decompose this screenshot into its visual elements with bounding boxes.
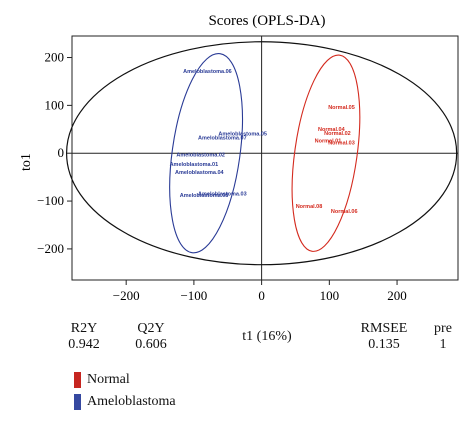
chart-title: Scores (OPLS-DA) xyxy=(208,13,325,29)
point-label-ameloblastoma: Ameloblastoma.08 xyxy=(180,193,229,199)
x-tick-label: −100 xyxy=(180,288,207,303)
x-axis-label: t1 (16%) xyxy=(242,329,292,344)
point-label-normal: Normal.03 xyxy=(328,141,355,147)
rmsee-value: 0.135 xyxy=(368,337,400,352)
y-tick-label: 100 xyxy=(45,97,65,112)
q2y-stat: Q2Y 0.606 xyxy=(126,321,176,353)
point-label-normal: Normal.06 xyxy=(331,209,358,215)
rmsee-stat: RMSEE 0.135 xyxy=(356,321,412,353)
point-label-normal: Normal.08 xyxy=(296,204,323,210)
pre-stat: pre 1 xyxy=(426,321,460,353)
ameloblastoma-group-ellipse xyxy=(169,53,243,254)
y-tick-label: −200 xyxy=(37,241,64,256)
y-tick-label: 200 xyxy=(45,50,65,65)
legend-swatch-normal xyxy=(74,372,81,388)
legend: Normal Ameloblastoma xyxy=(74,370,176,414)
point-label-ameloblastoma: Ameloblastoma.04 xyxy=(175,170,225,176)
point-label-normal: Normal.01 xyxy=(315,139,342,145)
x-tick-label: 100 xyxy=(320,288,340,303)
point-label-ameloblastoma: Ameloblastoma.01 xyxy=(170,162,219,168)
pre-label: pre xyxy=(434,321,452,336)
legend-item-normal: Normal xyxy=(74,370,176,390)
point-label-ameloblastoma: Ameloblastoma.06 xyxy=(183,69,232,75)
q2y-value: 0.606 xyxy=(135,337,167,352)
point-label-ameloblastoma: Ameloblastoma.05 xyxy=(218,132,267,138)
legend-label-normal: Normal xyxy=(87,372,130,387)
point-label-normal: Normal.05 xyxy=(328,105,355,111)
legend-swatch-ameloblastoma xyxy=(74,394,81,410)
legend-label-ameloblastoma: Ameloblastoma xyxy=(87,394,176,409)
pre-value: 1 xyxy=(439,337,447,352)
hotelling-t2-ellipse xyxy=(65,41,458,266)
plot-frame xyxy=(71,35,459,281)
x-tick-label: 200 xyxy=(387,288,407,303)
point-label-normal: Normal.04 xyxy=(318,127,346,133)
x-tick-label: 0 xyxy=(258,288,265,303)
r2y-value: 0.942 xyxy=(68,337,100,352)
x-axis-label-block: t1 (16%) xyxy=(232,329,302,345)
point-label-normal: Normal.02 xyxy=(324,131,351,137)
r2y-label: R2Y xyxy=(70,321,98,336)
x-tick-label: −200 xyxy=(113,288,140,303)
y-tick-label: −100 xyxy=(37,193,64,208)
point-label-ameloblastoma: Ameloblastoma.03 xyxy=(198,191,247,197)
y-tick-label: 0 xyxy=(58,145,65,160)
point-label-ameloblastoma: Ameloblastoma.07 xyxy=(198,135,247,141)
legend-item-ameloblastoma: Ameloblastoma xyxy=(74,392,176,412)
q2y-label: Q2Y xyxy=(137,321,165,336)
rmsee-label: RMSEE xyxy=(360,321,408,336)
y-axis-label: to1 xyxy=(19,153,34,171)
r2y-stat: R2Y 0.942 xyxy=(62,321,106,353)
normal-group-ellipse xyxy=(291,54,361,252)
point-label-ameloblastoma: Ameloblastoma.02 xyxy=(176,153,225,159)
